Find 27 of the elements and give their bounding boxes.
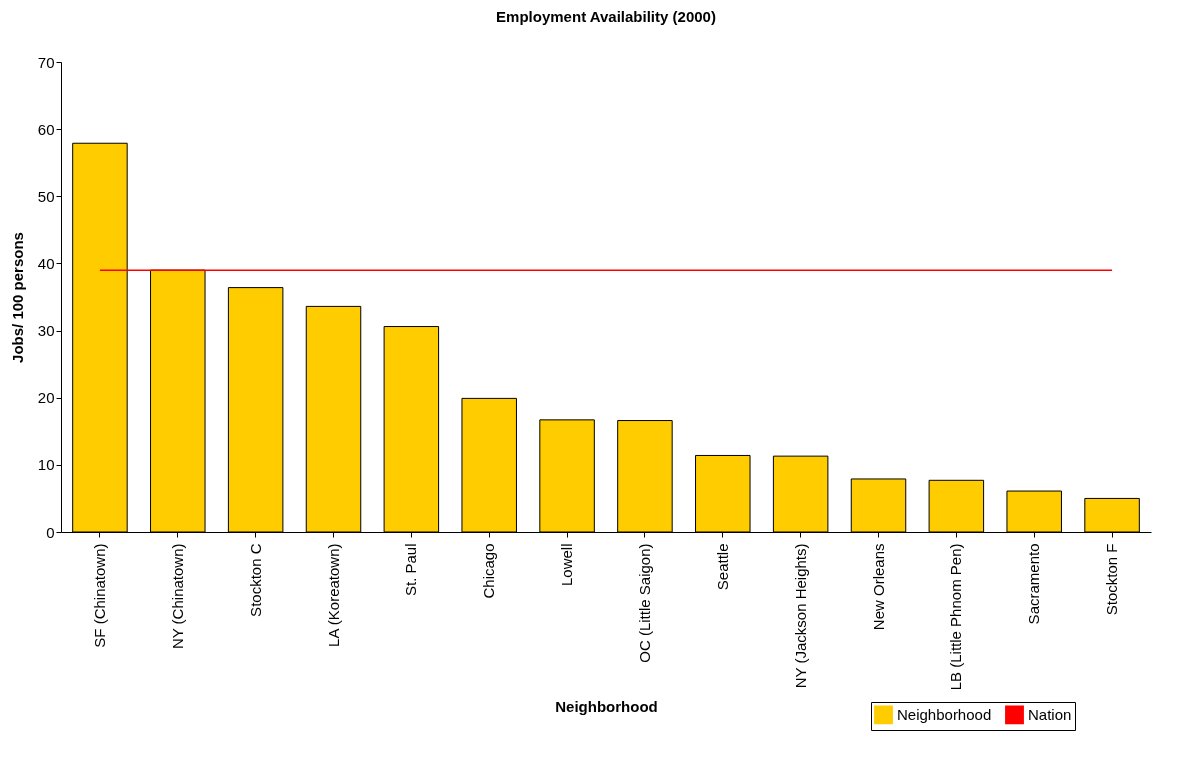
y-tick-label: 40 (37, 254, 55, 272)
y-tick-label: 50 (37, 187, 55, 205)
y-tick-label: 10 (37, 456, 55, 474)
x-tick-label: New Orleans (869, 543, 887, 631)
x-tick-label: LA (Koreatown) (324, 543, 342, 647)
x-tick-label: Lowell (558, 543, 576, 587)
x-tick-label: Sacramento (1025, 543, 1043, 625)
legend-label: Neighborhood (897, 705, 992, 723)
x-tick-label: LB (Little Phnom Pen) (947, 543, 965, 691)
x-tick-label: NY (Chinatown) (168, 543, 186, 650)
x-tick-label: NY (Jackson Heights) (791, 543, 809, 689)
x-tick-label: SF (Chinatown) (90, 543, 108, 648)
y-tick-label: 20 (37, 389, 55, 407)
x-tick-label: Seattle (713, 543, 731, 591)
x-tick-label: Stockton F (1103, 543, 1121, 616)
x-tick-label: Stockton C (246, 543, 264, 617)
x-tick-label: St. Paul (402, 543, 420, 597)
y-tick-label: 70 (37, 53, 55, 71)
x-axis-title: Neighborhood (555, 698, 658, 716)
x-tick-label: OC (Little Saigon) (635, 543, 653, 663)
chart-title: Employment Availability (2000) (496, 8, 716, 25)
legend-label: Nation (1028, 705, 1072, 723)
y-tick-label: 60 (37, 120, 55, 138)
y-axis-title: Jobs/ 100 persons (8, 232, 26, 363)
x-tick-label: Chicago (480, 543, 498, 599)
y-tick-label: 30 (37, 322, 55, 340)
y-tick-label: 0 (46, 523, 55, 541)
